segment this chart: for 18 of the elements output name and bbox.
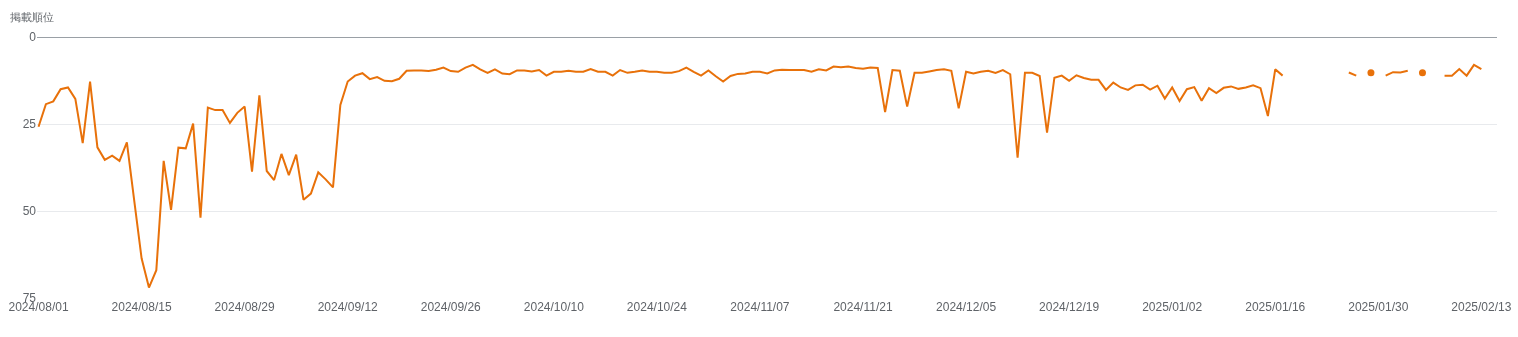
- y-axis-title: 掲載順位: [10, 11, 54, 23]
- x-tick-label: 2025/02/13: [1451, 300, 1512, 314]
- y-tick-label: 25: [22, 117, 37, 132]
- y-tick-label: 50: [22, 204, 37, 219]
- x-tick-label: 2024/12/05: [936, 300, 997, 314]
- x-tick-label: 2024/11/21: [833, 300, 893, 314]
- x-tick-label: 2024/09/26: [420, 300, 482, 314]
- x-tick-label: 2024/09/12: [317, 300, 379, 314]
- x-tick-label: 2025/01/16: [1245, 300, 1306, 314]
- x-tick-label: 2025/01/02: [1142, 300, 1203, 314]
- x-tick-label: 2024/11/07: [730, 300, 790, 314]
- y-tick-label: 0: [29, 30, 37, 45]
- x-tick-label: 2024/08/15: [111, 300, 172, 314]
- x-tick-label: 2024/10/10: [523, 300, 585, 314]
- x-tick-label: 2024/10/24: [626, 300, 688, 314]
- x-tick-label: 2024/12/19: [1039, 300, 1100, 314]
- x-tick-label: 2024/08/29: [214, 300, 275, 314]
- x-tick-label: 2025/01/30: [1348, 300, 1409, 314]
